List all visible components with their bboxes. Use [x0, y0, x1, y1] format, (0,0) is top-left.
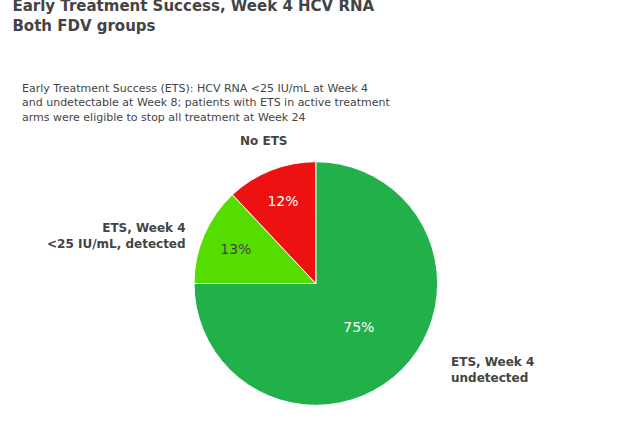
- svg-text:ETS, Week 4<25 IU/mL, detected: ETS, Week 4<25 IU/mL, detected: [47, 221, 186, 251]
- svg-text:Early Treatment Success (ETS):: Early Treatment Success (ETS): HCV RNA <…: [22, 82, 390, 124]
- svg-text:12%: 12%: [267, 193, 298, 209]
- svg-text:13%: 13%: [220, 241, 251, 257]
- svg-text:No ETS: No ETS: [240, 134, 288, 148]
- svg-text:75%: 75%: [343, 319, 374, 335]
- svg-text:Early Treatment Success, Week: Early Treatment Success, Week 4 HCV RNAB…: [12, 0, 374, 35]
- svg-text:ETS, Week 4undetected: ETS, Week 4undetected: [451, 355, 534, 385]
